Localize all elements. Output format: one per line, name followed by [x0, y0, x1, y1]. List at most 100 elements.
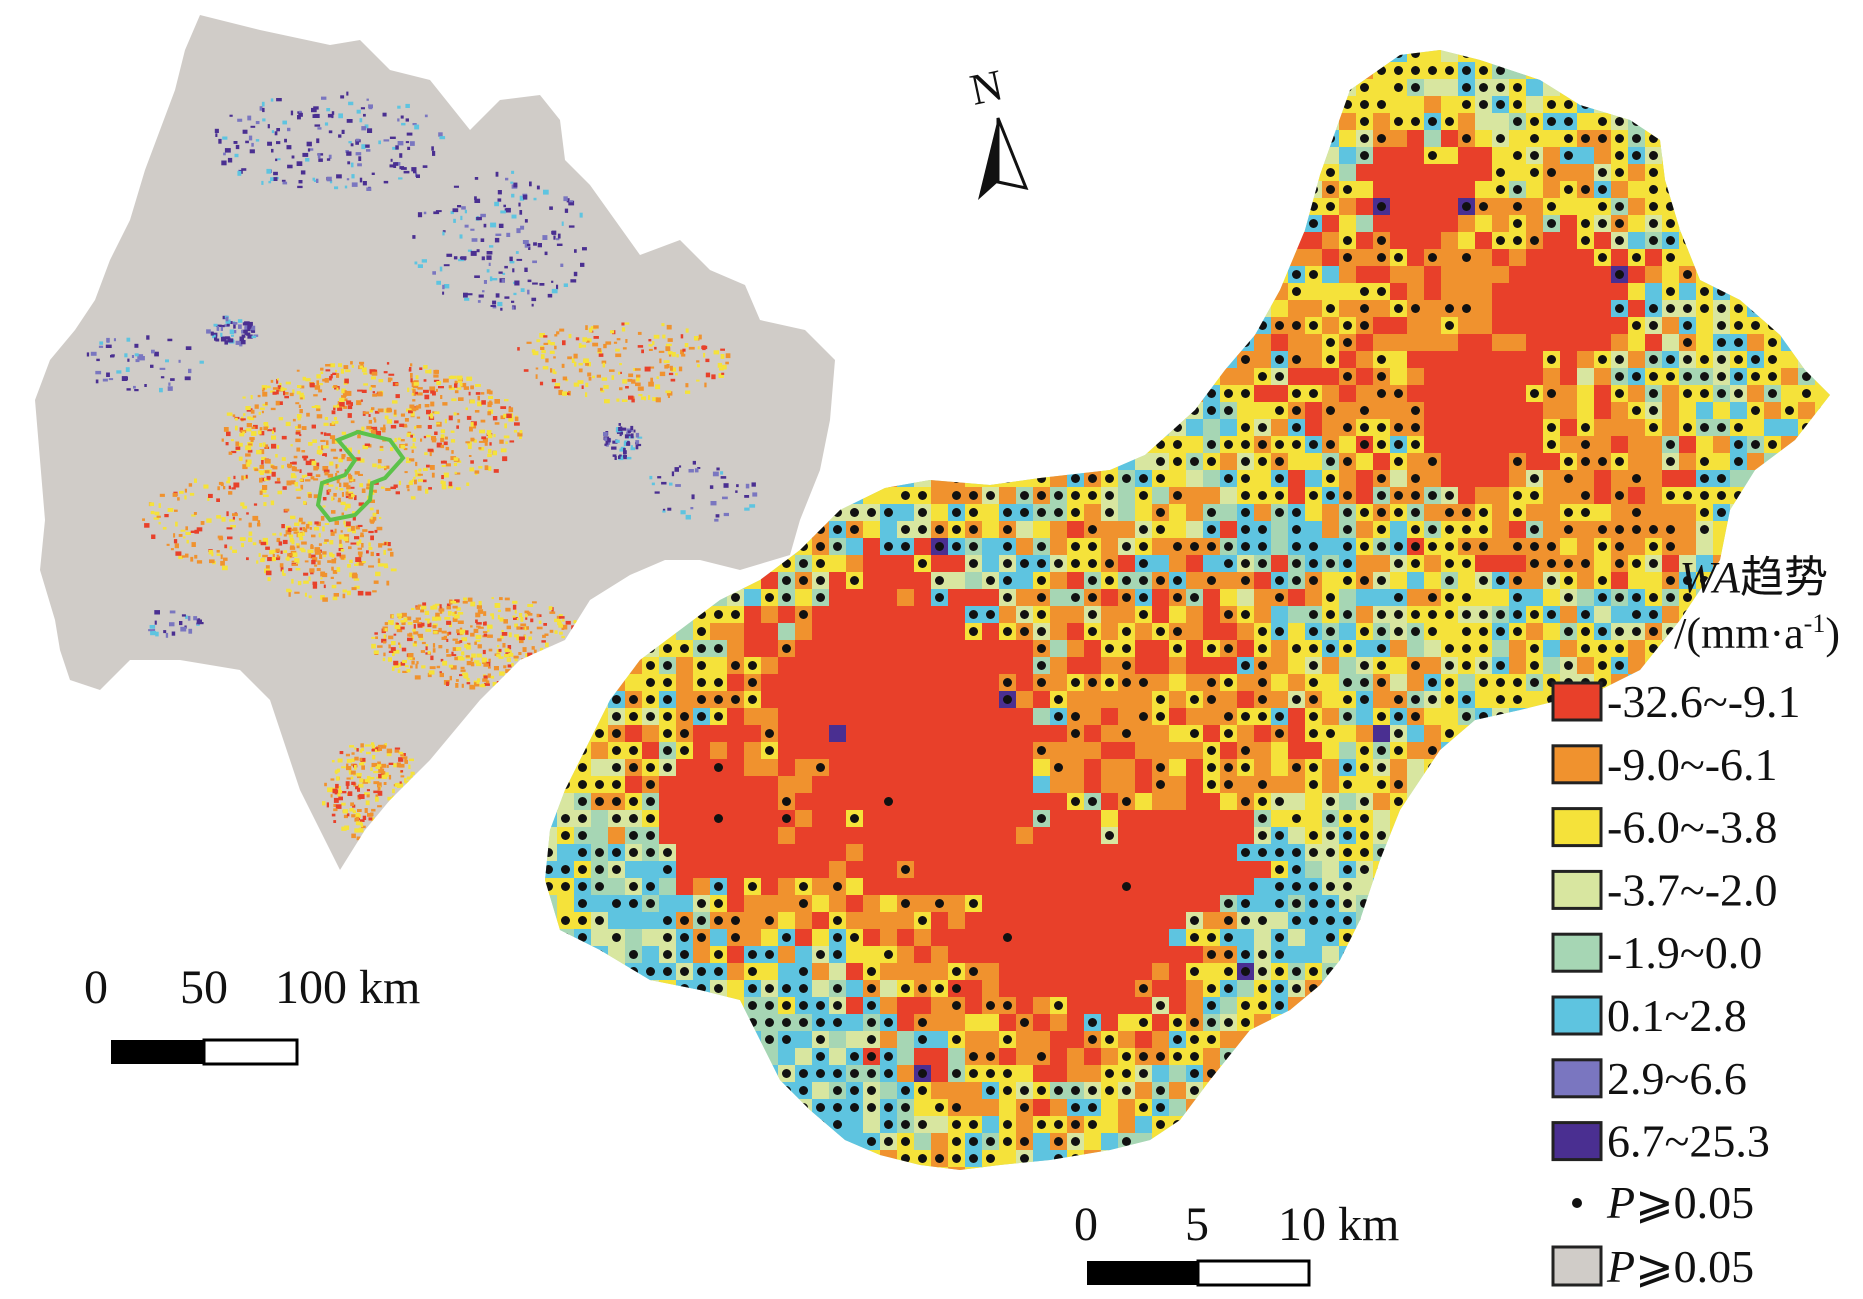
overview-pixel [245, 453, 251, 457]
overview-pixel [505, 441, 508, 445]
overview-pixel [275, 158, 278, 162]
trend-cell [1560, 198, 1578, 216]
trend-cell [1118, 317, 1136, 335]
overview-pixel [367, 813, 373, 817]
trend-cell [1611, 334, 1629, 352]
trend-cell [744, 266, 762, 284]
trend-cell [1152, 215, 1170, 233]
overview-pixel [441, 465, 446, 467]
trend-cell [1050, 79, 1068, 97]
overview-pixel [638, 394, 643, 397]
trend-cell [1254, 130, 1272, 148]
overview-pixel [381, 829, 386, 832]
trend-cell [1611, 181, 1629, 199]
trend-cell [1288, 470, 1306, 488]
overview-pixel [346, 485, 351, 490]
trend-cell [1526, 198, 1544, 216]
trend-cell [931, 300, 949, 318]
trend-cell [1781, 113, 1799, 131]
overview-pixel [349, 745, 354, 748]
overview-pixel [263, 502, 267, 507]
trend-cell [1084, 130, 1102, 148]
trend-cell [574, 113, 592, 131]
overview-pixel [469, 426, 473, 432]
trend-cell [1424, 79, 1442, 97]
trend-cell [982, 215, 1000, 233]
overview-pixel [371, 643, 376, 649]
overview-pixel [414, 641, 417, 644]
trend-cell [1084, 113, 1102, 131]
trend-cell [1492, 334, 1510, 352]
overview-pixel [239, 433, 245, 437]
overview-pixel [149, 502, 155, 506]
trend-cell [914, 538, 932, 556]
overview-pixel [270, 98, 274, 102]
trend-cell [1815, 402, 1830, 420]
trend-cell [1305, 419, 1323, 437]
overview-pixel [585, 363, 589, 366]
overview-pixel [146, 335, 150, 340]
trend-cell [897, 130, 915, 148]
trend-cell [1645, 487, 1663, 505]
trend-cell [829, 96, 847, 114]
overview-pixel [233, 141, 238, 144]
overview-pixel [318, 533, 321, 538]
overview-pixel [430, 390, 435, 394]
overview-pixel [165, 632, 169, 638]
overview-pixel [327, 113, 334, 118]
overview-pixel [511, 306, 515, 310]
trend-cell [1713, 96, 1731, 114]
overview-pixel [142, 518, 145, 521]
overview-pixel [247, 459, 252, 465]
trend-cell [1713, 50, 1731, 63]
trend-cell [1424, 232, 1442, 250]
trend-cell [1543, 249, 1561, 267]
overview-pixel [573, 382, 580, 387]
trend-cell [1084, 249, 1102, 267]
trend-cell [1203, 419, 1221, 437]
overview-pixel [304, 479, 311, 482]
overview-pixel [615, 353, 622, 358]
overview-pixel [265, 565, 270, 569]
trend-cell [965, 368, 983, 386]
trend-cell [1135, 232, 1153, 250]
trend-cell [1679, 181, 1697, 199]
overview-pixel [411, 660, 415, 665]
trend-cell [1220, 50, 1238, 63]
trend-cell [1118, 436, 1136, 454]
trend-cell [1135, 113, 1153, 131]
overview-pixel [600, 390, 605, 393]
overview-pixel [622, 347, 627, 350]
overview-pixel [667, 338, 673, 342]
overview-pixel [417, 212, 423, 218]
overview-pixel [432, 150, 436, 156]
trend-cell [1628, 385, 1646, 403]
overview-pixel [416, 416, 421, 419]
overview-pixel [274, 481, 281, 484]
trend-cell [1305, 130, 1323, 148]
overview-pixel [312, 177, 316, 181]
trend-cell [897, 249, 915, 267]
overview-pixel [539, 677, 544, 680]
trend-cell [1832, 351, 1850, 369]
overview-pixel [227, 157, 233, 163]
overview-pixel [554, 665, 558, 671]
overview-pixel [578, 362, 583, 366]
overview-pixel [579, 635, 585, 639]
overview-pixel [238, 442, 243, 447]
trend-cell [1169, 521, 1187, 539]
overview-pixel [275, 400, 280, 406]
trend-cell [1492, 300, 1510, 318]
trend-cell [1203, 368, 1221, 386]
overview-pixel [382, 112, 387, 117]
trend-cell [1747, 521, 1765, 539]
overview-pixel [464, 644, 469, 648]
overview-pixel [547, 649, 551, 655]
trend-cell [1764, 453, 1782, 471]
overview-pixel [223, 427, 229, 432]
overview-pixel [346, 151, 352, 156]
overview-pixel [461, 206, 466, 210]
overview-pixel [240, 418, 246, 421]
overview-pixel [453, 218, 456, 223]
overview-pixel [484, 441, 488, 446]
